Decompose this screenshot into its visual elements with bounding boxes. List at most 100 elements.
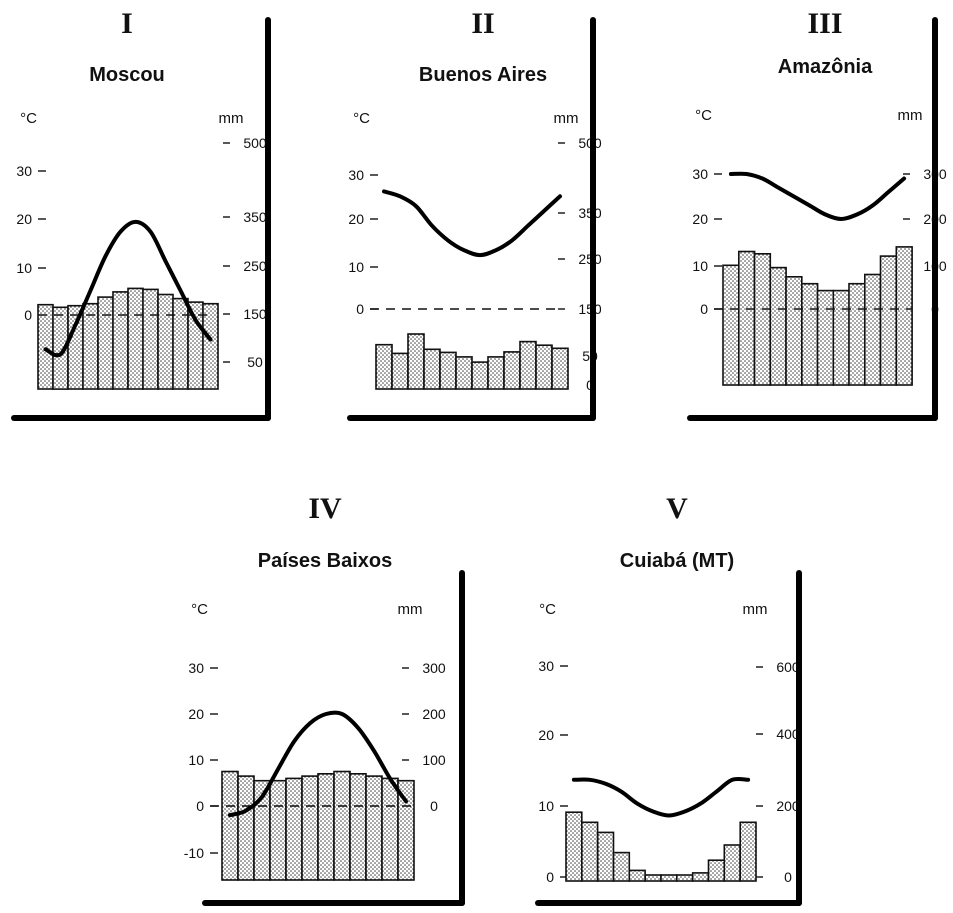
precipitation-bar <box>439 351 457 390</box>
precipitation-unit: mm <box>898 107 923 124</box>
temperature-unit: °C <box>20 110 37 127</box>
precipitation-bar <box>202 302 219 390</box>
precipitation-bar <box>863 273 882 386</box>
temperature-line <box>228 710 408 818</box>
precipitation-bar <box>349 772 367 881</box>
chart-title: Buenos Aires <box>419 64 547 86</box>
precipitation-bar <box>785 275 803 386</box>
precipitation-bar <box>519 340 537 390</box>
chart-title: Cuiabá (MT) <box>620 550 734 572</box>
temperature-unit: °C <box>353 110 370 127</box>
precipitation-bar <box>895 246 913 386</box>
precipitation-tick-label: 0 <box>430 798 438 814</box>
precipitation-tick-label: 600 <box>776 659 800 675</box>
precipitation-bar <box>285 777 303 881</box>
temperature-line <box>571 776 751 818</box>
precipitation-bar <box>269 779 287 881</box>
temperature-unit: °C <box>539 601 556 618</box>
chart-numeral: IV <box>308 492 342 525</box>
precipitation-bar <box>142 288 159 390</box>
chart-title: Moscou <box>89 64 165 86</box>
precipitation-bar <box>644 874 662 882</box>
precipitation-bar <box>535 344 553 390</box>
precipitation-bar <box>407 333 425 390</box>
precipitation-bar <box>423 348 441 390</box>
climate-chart-1: I Moscou °C mm 0 10 20 30 50 150 250 350 500 <box>11 7 271 421</box>
precipitation-tick-label: 500 <box>243 135 267 151</box>
temperature-tick-label: 20 <box>16 211 32 227</box>
precipitation-bar <box>301 775 319 881</box>
temperature-tick-label: 20 <box>348 211 364 227</box>
precipitation-tick-label: 150 <box>243 306 267 322</box>
precipitation-tick-label: 350 <box>243 209 267 225</box>
temperature-line <box>382 189 562 258</box>
chart-title: Amazônia <box>778 56 873 78</box>
precipitation-bar <box>737 250 756 386</box>
precipitation-unit: mm <box>398 601 423 618</box>
precipitation-bar <box>612 851 631 882</box>
chart-title: Países Baixos <box>258 550 393 572</box>
precipitation-bar <box>722 264 740 386</box>
precipitation-bar <box>596 831 615 882</box>
precipitation-bar <box>580 821 599 882</box>
precipitation-tick-label: 200 <box>422 706 446 722</box>
chart-numeral: I <box>121 7 133 40</box>
precipitation-bar <box>172 297 189 390</box>
precipitation-bar <box>753 253 772 386</box>
precipitation-tick-label: 200 <box>776 798 800 814</box>
temperature-tick-label: 10 <box>692 258 708 274</box>
precipitation-bar <box>675 874 694 882</box>
precipitation-bar <box>848 282 866 386</box>
chart-numeral: V <box>666 492 688 525</box>
temperature-tick-label: 0 <box>700 301 708 317</box>
precipitation-bar <box>691 872 710 882</box>
precipitation-bar <box>707 859 726 882</box>
temperature-unit: °C <box>695 107 712 124</box>
temperature-tick-label: 0 <box>546 869 554 885</box>
precipitation-unit: mm <box>219 110 244 127</box>
precipitation-bar <box>503 351 521 390</box>
chart-numeral: III <box>807 7 842 40</box>
precipitation-unit: mm <box>743 601 768 618</box>
chart-numeral: II <box>471 7 494 40</box>
precipitation-bar <box>365 775 383 881</box>
temperature-tick-label: 20 <box>692 211 708 227</box>
temperature-tick-label: 10 <box>348 259 364 275</box>
precipitation-unit: mm <box>554 110 579 127</box>
precipitation-bar <box>487 356 505 390</box>
temperature-tick-label: 10 <box>538 798 554 814</box>
temperature-tick-label: 30 <box>692 166 708 182</box>
precipitation-bar <box>127 287 144 390</box>
precipitation-tick-label: 50 <box>247 354 263 370</box>
temperature-tick-label: 30 <box>16 163 32 179</box>
precipitation-bar <box>800 282 819 386</box>
precipitation-bar <box>551 347 569 390</box>
temperature-unit: °C <box>191 601 208 618</box>
temperature-tick-label: 30 <box>348 167 364 183</box>
temperature-tick-label: 0 <box>196 798 204 814</box>
precipitation-tick-label: 250 <box>243 258 267 274</box>
precipitation-bar <box>391 352 409 390</box>
temperature-tick-label: 10 <box>16 260 32 276</box>
precipitation-bar <box>333 770 351 881</box>
precipitation-bar <box>628 869 646 882</box>
precipitation-bar <box>237 775 255 881</box>
precipitation-bar <box>67 304 84 390</box>
temperature-line <box>43 219 213 358</box>
precipitation-bar <box>112 291 129 390</box>
temperature-tick-label: -10 <box>184 845 204 861</box>
precipitation-bar <box>471 361 489 390</box>
precipitation-bar <box>375 343 393 390</box>
temperature-tick-label: 30 <box>188 660 204 676</box>
temperature-tick-label: 10 <box>188 752 204 768</box>
precipitation-tick-label: 100 <box>422 752 446 768</box>
precipitation-bar <box>317 772 335 881</box>
precipitation-bar <box>769 266 787 386</box>
precipitation-bar <box>455 356 473 390</box>
precipitation-bar <box>97 296 114 390</box>
precipitation-tick-label: 400 <box>776 726 800 742</box>
temperature-line <box>728 171 907 221</box>
